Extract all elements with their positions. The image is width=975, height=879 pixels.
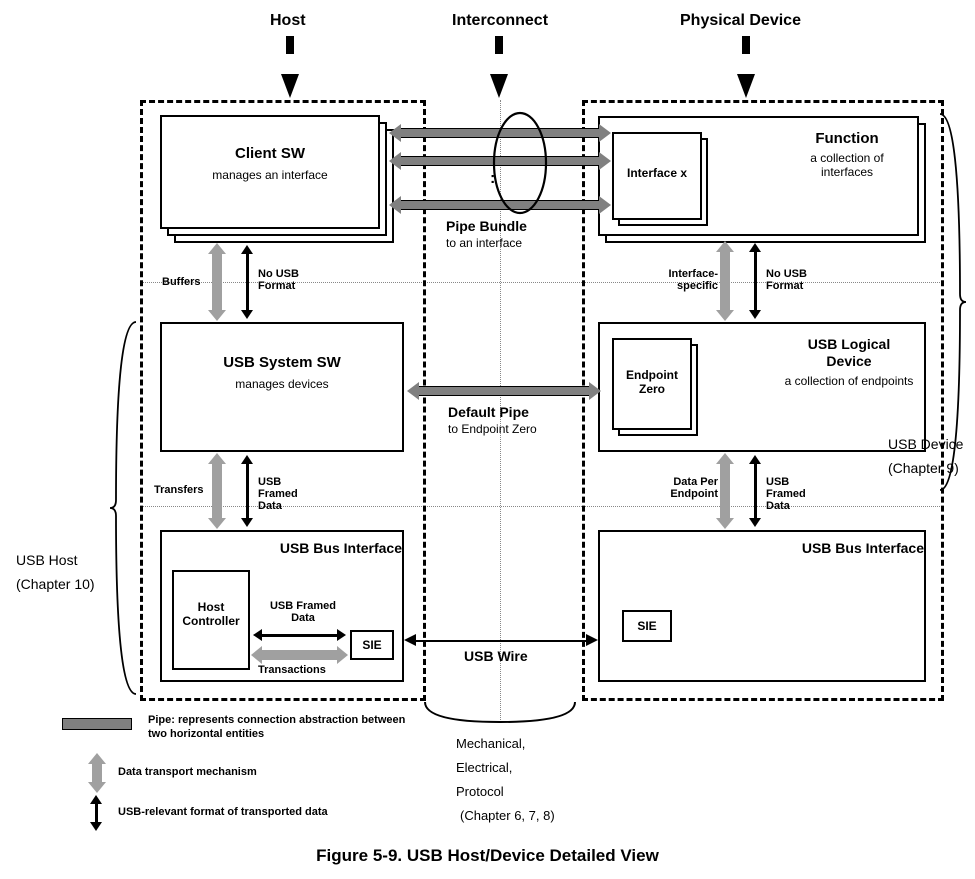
wire-arrow-r bbox=[586, 634, 598, 646]
logical-device: USB Logical Device a collection of endpo… bbox=[598, 322, 926, 452]
legend-format: USB-relevant format of transported data bbox=[118, 806, 328, 818]
pipebundle-s: to an interface bbox=[446, 236, 522, 250]
hdr-host: Host bbox=[270, 12, 306, 30]
hc-sie-gray bbox=[262, 650, 337, 660]
host-vgray-1 bbox=[212, 254, 222, 310]
logical-sub: a collection of endpoints bbox=[784, 374, 914, 388]
system-title: USB System SW bbox=[162, 354, 402, 371]
host-controller: Host Controller bbox=[172, 570, 250, 670]
dev-vgray-2 bbox=[720, 464, 730, 518]
host-framed: USB Framed Data bbox=[258, 600, 348, 624]
host-c2a: Transfers bbox=[154, 484, 204, 496]
legend-pipe: Pipe: represents connection abstraction … bbox=[148, 714, 418, 742]
host-bus-title: USB Bus Interface bbox=[162, 540, 414, 556]
host-vblack-2 bbox=[246, 464, 249, 518]
host-trans: Transactions bbox=[258, 664, 326, 676]
arrow-inter bbox=[490, 74, 508, 98]
dev-side-1: USB Device bbox=[888, 436, 963, 452]
legend-transport-icon bbox=[92, 764, 102, 782]
host-brace bbox=[110, 320, 140, 696]
system-sw: USB System SW manages devices bbox=[160, 322, 404, 452]
host-c1b: No USB Format bbox=[258, 268, 318, 292]
dev-c2a: Data Per Endpoint bbox=[648, 476, 718, 500]
usb-wire-line bbox=[416, 640, 586, 642]
dev-c2b: USB Framed Data bbox=[766, 476, 826, 512]
default-t: Default Pipe bbox=[448, 404, 529, 420]
legend-format-icon bbox=[95, 804, 98, 822]
dev-side-2: (Chapter 9) bbox=[888, 460, 959, 476]
func-title: Function bbox=[787, 130, 907, 147]
dev-brace bbox=[938, 112, 968, 492]
func-sub: a collection of interfaces bbox=[787, 151, 907, 180]
host-c1a: Buffers bbox=[162, 276, 201, 288]
inter-brace bbox=[420, 700, 580, 730]
host-sie: SIE bbox=[350, 630, 394, 660]
ep0-label: Endpoint Zero bbox=[612, 338, 692, 430]
mech: Mechanical, bbox=[456, 736, 525, 751]
arrow-dev bbox=[737, 74, 755, 98]
ifx-label: Interface x bbox=[612, 132, 702, 220]
host-c2b: USB Framed Data bbox=[258, 476, 318, 512]
arrow-host bbox=[281, 74, 299, 98]
pipebundle-t: Pipe Bundle bbox=[446, 218, 527, 234]
dev-sie: SIE bbox=[622, 610, 672, 642]
host-vgray-2 bbox=[212, 464, 222, 518]
default-s: to Endpoint Zero bbox=[448, 422, 537, 436]
dev-vblack-1 bbox=[754, 252, 757, 310]
client-sub: manages an interface bbox=[162, 168, 378, 182]
hdr-device: Physical Device bbox=[680, 12, 801, 30]
wire-label: USB Wire bbox=[464, 648, 528, 664]
pipe-ellipse bbox=[488, 108, 552, 218]
host-side-1: USB Host bbox=[16, 552, 77, 568]
wire-arrow-l bbox=[404, 634, 416, 646]
legend-transport: Data transport mechanism bbox=[118, 766, 257, 778]
host-side-2: (Chapter 10) bbox=[16, 576, 95, 592]
dev-bus: USB Bus Interface SIE bbox=[598, 530, 926, 682]
host-vblack-1 bbox=[246, 254, 249, 310]
figure-caption: Figure 5-9. USB Host/Device Detailed Vie… bbox=[0, 846, 975, 866]
default-pipe bbox=[418, 386, 590, 396]
hc-sie-black bbox=[262, 634, 337, 637]
dev-c1a: Interface-specific bbox=[648, 268, 718, 292]
hdr-interconnect: Interconnect bbox=[452, 12, 548, 30]
function-stack: Function a collection of interfaces Inte… bbox=[598, 116, 926, 248]
dev-vgray-1 bbox=[720, 252, 730, 310]
proto: Protocol bbox=[456, 784, 504, 799]
legend-pipe-icon bbox=[62, 718, 132, 730]
host-bus: USB Bus Interface Host Controller SIE US… bbox=[160, 530, 404, 682]
logical-title: USB Logical Device bbox=[784, 336, 914, 370]
dev-vblack-2 bbox=[754, 464, 757, 518]
system-sub: manages devices bbox=[162, 377, 402, 391]
elec: Electrical, bbox=[456, 760, 512, 775]
dev-bus-title: USB Bus Interface bbox=[600, 540, 938, 556]
client-sw-stack: Client SW manages an interface bbox=[160, 115, 394, 243]
client-title: Client SW bbox=[162, 145, 378, 162]
dev-c1b: No USB Format bbox=[766, 268, 826, 292]
chap: (Chapter 6, 7, 8) bbox=[460, 808, 555, 823]
